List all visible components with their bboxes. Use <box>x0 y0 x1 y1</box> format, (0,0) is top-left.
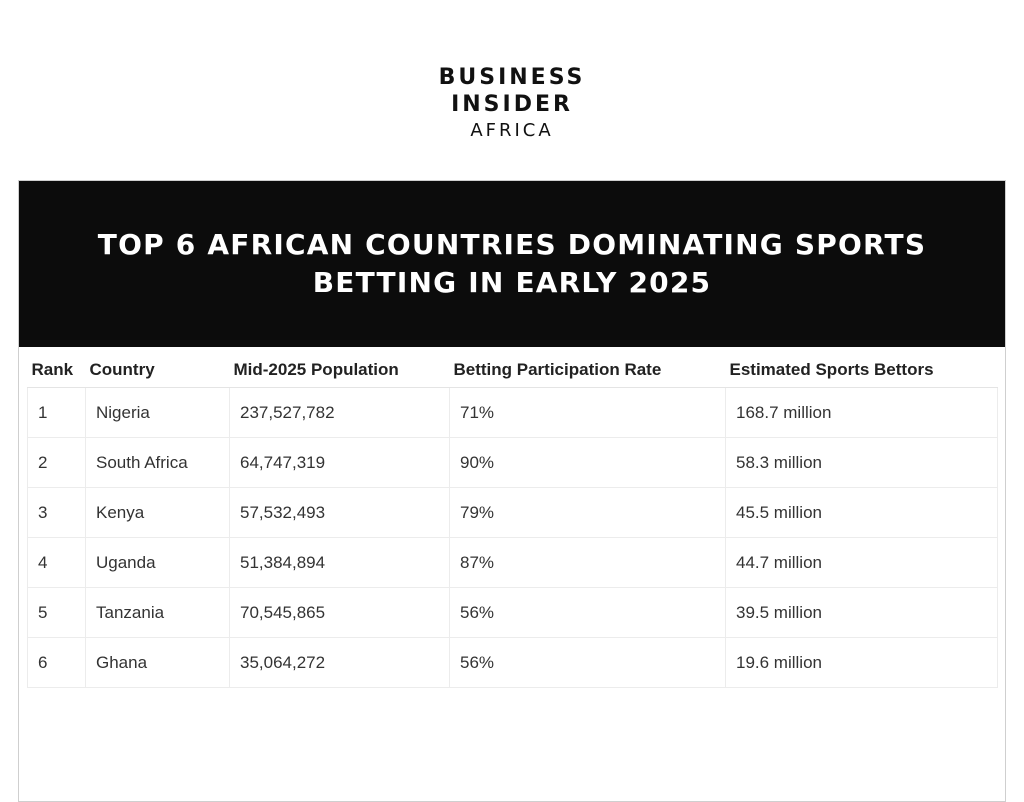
table-row: 2 South Africa 64,747,319 90% 58.3 milli… <box>27 437 998 488</box>
header-estimated-bettors: Estimated Sports Bettors <box>725 353 998 388</box>
logo-line-africa: AFRICA <box>470 120 554 141</box>
cell-bettors: 39.5 million <box>725 587 998 638</box>
cell-rank: 1 <box>27 387 86 438</box>
cell-country: Nigeria <box>85 387 230 438</box>
cell-population: 57,532,493 <box>229 487 450 538</box>
cell-population: 237,527,782 <box>229 387 450 438</box>
cell-population: 64,747,319 <box>229 437 450 488</box>
cell-rate: 56% <box>449 587 726 638</box>
cell-rate: 56% <box>449 637 726 688</box>
cell-rank: 3 <box>27 487 86 538</box>
title-banner: TOP 6 AFRICAN COUNTRIES DOMINATING SPORT… <box>19 181 1005 347</box>
cell-bettors: 19.6 million <box>725 637 998 688</box>
cell-rate: 90% <box>449 437 726 488</box>
cell-country: Tanzania <box>85 587 230 638</box>
cell-rank: 2 <box>27 437 86 488</box>
cell-bettors: 44.7 million <box>725 537 998 588</box>
header-country: Country <box>85 353 230 388</box>
cell-rate: 87% <box>449 537 726 588</box>
cell-population: 70,545,865 <box>229 587 450 638</box>
cell-population: 51,384,894 <box>229 537 450 588</box>
table-header-row: Rank Country Mid-2025 Population Betting… <box>27 353 998 388</box>
header-population: Mid-2025 Population <box>229 353 450 388</box>
table-row: 4 Uganda 51,384,894 87% 44.7 million <box>27 537 998 588</box>
title-line-1: TOP 6 AFRICAN COUNTRIES DOMINATING SPORT… <box>97 228 927 261</box>
cell-bettors: 58.3 million <box>725 437 998 488</box>
cell-country: Kenya <box>85 487 230 538</box>
cell-rate: 71% <box>449 387 726 438</box>
infographic-card: TOP 6 AFRICAN COUNTRIES DOMINATING SPORT… <box>18 180 1006 802</box>
cell-rate: 79% <box>449 487 726 538</box>
cell-rank: 4 <box>27 537 86 588</box>
betting-table: Rank Country Mid-2025 Population Betting… <box>27 353 998 688</box>
cell-bettors: 45.5 million <box>725 487 998 538</box>
title-line-2: BETTING IN EARLY 2025 <box>312 266 712 299</box>
cell-rank: 5 <box>27 587 86 638</box>
cell-bettors: 168.7 million <box>725 387 998 438</box>
cell-country: South Africa <box>85 437 230 488</box>
table-row: 3 Kenya 57,532,493 79% 45.5 million <box>27 487 998 538</box>
table-row: 6 Ghana 35,064,272 56% 19.6 million <box>27 637 998 688</box>
header-participation-rate: Betting Participation Rate <box>449 353 726 388</box>
cell-country: Uganda <box>85 537 230 588</box>
table-row: 1 Nigeria 237,527,782 71% 168.7 million <box>27 387 998 438</box>
cell-country: Ghana <box>85 637 230 688</box>
cell-population: 35,064,272 <box>229 637 450 688</box>
table-row: 5 Tanzania 70,545,865 56% 39.5 million <box>27 587 998 638</box>
table-container: Rank Country Mid-2025 Population Betting… <box>27 353 998 688</box>
header-rank: Rank <box>27 353 86 388</box>
brand-logo: BUSINESS INSIDER AFRICA <box>0 64 1024 144</box>
logo-line-insider: INSIDER <box>451 92 573 117</box>
cell-rank: 6 <box>27 637 86 688</box>
logo-line-business: BUSINESS <box>438 65 586 90</box>
